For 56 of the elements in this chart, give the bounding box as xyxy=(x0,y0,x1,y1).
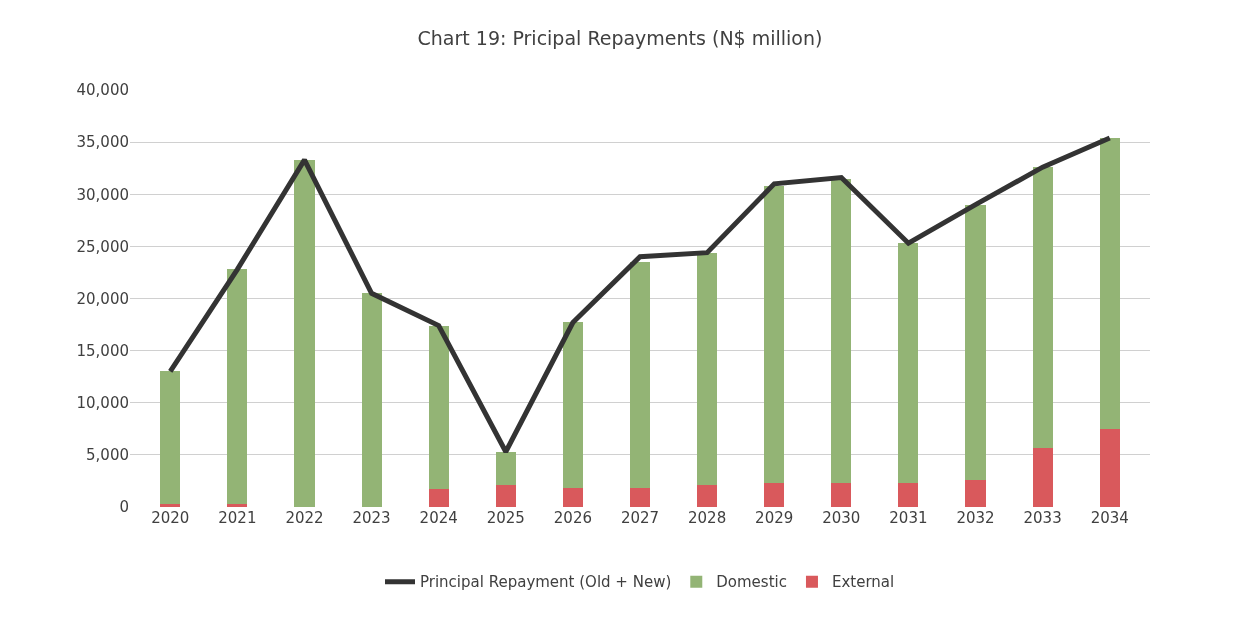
bar xyxy=(1032,167,1053,448)
x-tick-label: 2022 xyxy=(285,509,324,527)
bar xyxy=(227,503,248,507)
x-tick-label: 2020 xyxy=(151,509,190,527)
bar xyxy=(495,451,516,486)
y-tick-label: 5,000 xyxy=(86,446,129,465)
y-tick-label: 10,000 xyxy=(76,394,129,412)
bar xyxy=(562,488,583,507)
bar xyxy=(898,243,919,484)
chart-title: Chart 19: Pricipal Repayments (N$ million) xyxy=(417,26,823,49)
legend-label: Principal Repayment (Old + New) xyxy=(420,573,672,592)
x-tick-label: 2024 xyxy=(419,509,458,527)
x-tick-label: 2029 xyxy=(755,509,794,527)
bar xyxy=(562,322,583,489)
bar xyxy=(361,293,382,507)
bar xyxy=(227,269,248,504)
y-tick-label: 15,000 xyxy=(76,341,129,360)
bar xyxy=(160,371,181,504)
y-tick-label: 25,000 xyxy=(76,237,129,256)
legend-label: External xyxy=(831,573,895,592)
x-tick-label: 2033 xyxy=(1023,509,1062,527)
x-tick-label: 2034 xyxy=(1090,509,1129,527)
x-tick-label: 2030 xyxy=(822,509,861,527)
y-tick-label: 30,000 xyxy=(76,185,129,204)
bar xyxy=(428,325,449,490)
bar xyxy=(764,483,785,507)
x-tick-label: 2031 xyxy=(889,509,928,527)
bar xyxy=(629,488,651,507)
y-tick-label: 20,000 xyxy=(76,289,129,308)
x-tick-label: 2028 xyxy=(688,509,727,527)
bar xyxy=(965,204,986,480)
x-tick-label: 2021 xyxy=(218,509,257,527)
bar xyxy=(495,485,516,507)
bar xyxy=(1032,447,1053,507)
bar xyxy=(428,489,449,507)
x-tick-label: 2025 xyxy=(486,509,525,527)
y-tick-label: 35,000 xyxy=(76,133,129,152)
x-tick-label: 2023 xyxy=(352,509,391,527)
bar xyxy=(764,185,785,484)
bar xyxy=(831,178,852,484)
bar xyxy=(294,159,315,507)
legend-label: Domestic xyxy=(716,573,787,592)
x-tick-label: 2032 xyxy=(956,509,995,527)
bar xyxy=(1099,137,1120,429)
bar xyxy=(831,483,852,507)
bar xyxy=(697,485,718,507)
bar xyxy=(965,479,986,507)
bar xyxy=(629,262,651,489)
x-tick-label: 2027 xyxy=(620,509,660,527)
bar xyxy=(160,503,181,507)
y-tick-label: 40,000 xyxy=(76,81,129,100)
y-tick-label: 0 xyxy=(119,498,129,517)
bar xyxy=(1099,428,1120,507)
bar xyxy=(697,252,718,486)
bar xyxy=(898,483,919,507)
x-tick-label: 2026 xyxy=(553,509,592,527)
